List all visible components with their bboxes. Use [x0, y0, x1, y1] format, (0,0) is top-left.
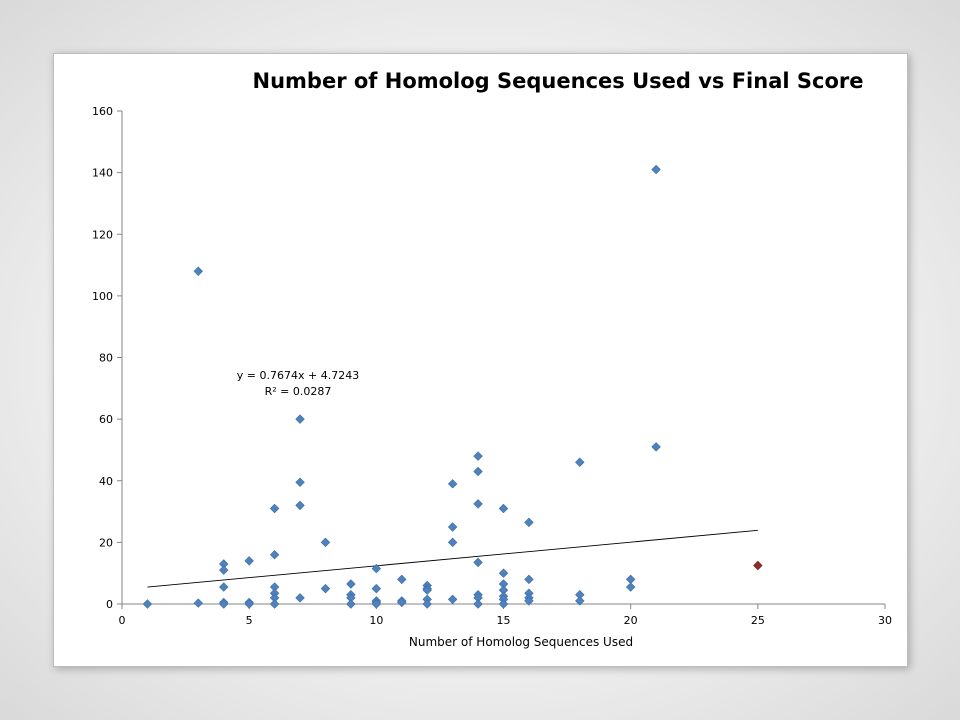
data-point	[320, 583, 331, 594]
data-point	[651, 442, 661, 452]
data-point	[371, 599, 382, 609]
y-tick-label: 40	[99, 475, 113, 488]
data-point	[422, 585, 432, 595]
data-point	[473, 557, 483, 568]
data-point	[473, 599, 483, 609]
x-tick-label: 10	[369, 614, 383, 627]
y-tick-label: 140	[92, 167, 113, 180]
data-point	[295, 593, 305, 603]
x-tick-label: 20	[624, 614, 638, 627]
data-point	[142, 599, 153, 609]
data-point	[193, 266, 204, 276]
y-tick-label: 20	[99, 536, 113, 549]
data-point	[320, 537, 331, 548]
x-axis-label: Number of Homolog Sequences Used	[409, 635, 633, 649]
data-point	[473, 466, 483, 477]
y-tick-label: 100	[92, 290, 113, 303]
trendline-r-squared: R² = 0.0287	[265, 385, 332, 398]
y-tick-label: 160	[92, 105, 113, 118]
data-point	[371, 563, 382, 574]
data-point	[422, 599, 432, 609]
data-point	[498, 599, 509, 609]
y-tick-label: 120	[92, 228, 113, 241]
axes: 0 20 40 60 80 100 120 140 160 0 5 10 15 20 25 30	[92, 105, 892, 627]
data-point	[244, 599, 254, 609]
chart-title: Number of Homolog Sequences Used vs Fina…	[253, 69, 864, 93]
x-tick-label: 0	[119, 614, 126, 627]
trendline-group	[147, 529, 758, 588]
x-tick-label: 30	[878, 614, 892, 627]
x-tick-label: 15	[497, 614, 511, 627]
data-point	[524, 517, 534, 528]
data-point	[371, 583, 382, 594]
data-point	[498, 568, 509, 578]
data-point	[295, 477, 305, 488]
data-point	[269, 549, 280, 560]
data-point	[397, 597, 407, 608]
trendline	[147, 529, 758, 588]
data-point	[625, 582, 636, 592]
data-point	[219, 599, 229, 609]
chart-panel: Number of Homolog Sequences Used vs Fina…	[53, 53, 908, 667]
data-point	[498, 503, 509, 514]
data-point	[295, 500, 305, 511]
data-point	[447, 537, 458, 548]
data-point	[193, 598, 204, 608]
data-point	[447, 479, 458, 489]
highlight-data-point	[753, 560, 763, 571]
data-point	[651, 164, 661, 175]
data-point	[473, 499, 483, 509]
data-point	[447, 522, 458, 532]
y-tick-label: 80	[99, 352, 113, 365]
data-point	[346, 599, 356, 609]
data-point	[295, 414, 305, 424]
data-point	[269, 599, 280, 609]
scatter-chart: Number of Homolog Sequences Used vs Fina…	[92, 69, 892, 649]
trendline-equation: y = 0.7674x + 4.7243	[237, 369, 359, 382]
data-point	[346, 579, 356, 589]
data-point	[524, 596, 534, 606]
data-points	[142, 164, 763, 609]
data-point	[397, 574, 407, 585]
data-point	[269, 503, 280, 514]
x-tick-label: 5	[246, 614, 253, 627]
data-point	[575, 596, 585, 606]
data-point	[575, 457, 585, 467]
data-point	[524, 574, 534, 585]
data-point	[219, 565, 229, 575]
x-tick-label: 25	[751, 614, 765, 627]
data-point	[447, 594, 458, 605]
data-point	[473, 451, 483, 461]
data-point	[219, 582, 229, 592]
data-point	[244, 556, 254, 566]
y-tick-label: 0	[106, 598, 113, 611]
y-tick-label: 60	[99, 413, 113, 426]
